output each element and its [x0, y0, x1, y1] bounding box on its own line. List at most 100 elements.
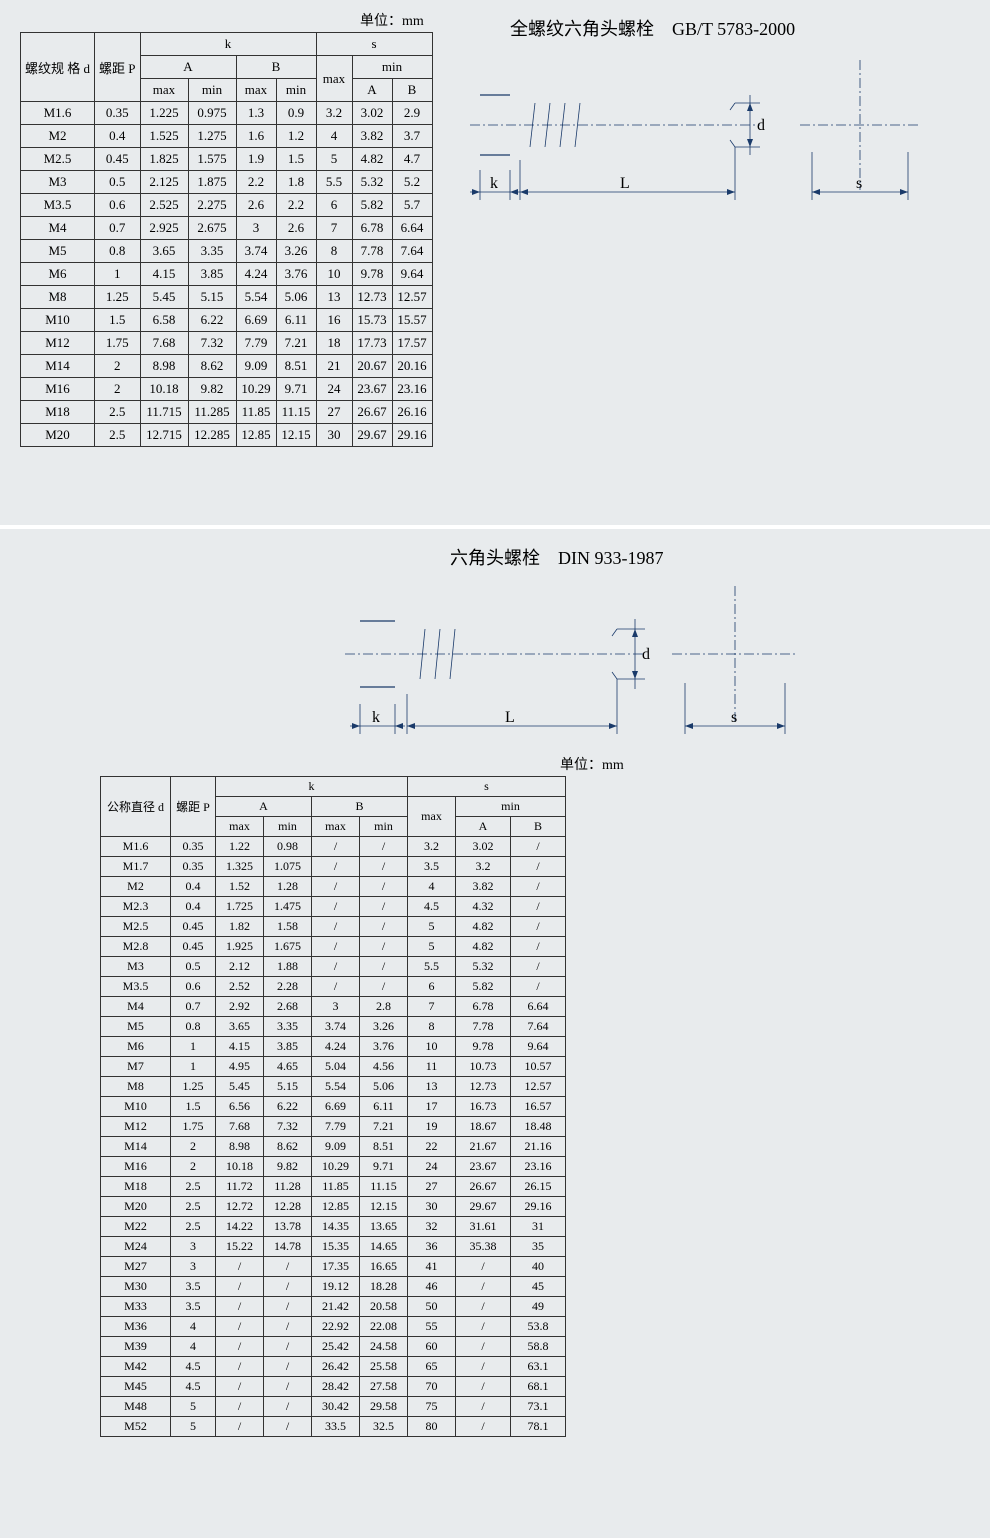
table-cell: 21.16 [511, 1137, 566, 1157]
table-cell: 2.52 [216, 977, 264, 997]
table-cell: 0.45 [95, 148, 140, 171]
table-cell: 2.5 [171, 1197, 216, 1217]
table-row: M2.50.451.821.58//54.82/ [101, 917, 566, 937]
table-cell: / [264, 1277, 312, 1297]
table-cell: 3.85 [264, 1037, 312, 1057]
table-cell: / [456, 1357, 511, 1377]
table-cell: 2 [95, 378, 140, 401]
table-cell: / [216, 1397, 264, 1417]
group-k: k [140, 33, 316, 56]
table-row: M16210.189.8210.299.712423.6723.16 [101, 1157, 566, 1177]
table-cell: 29.67 [352, 424, 392, 447]
table-cell: 3.65 [140, 240, 188, 263]
table-cell: 2.925 [140, 217, 188, 240]
table-cell: 23.67 [352, 378, 392, 401]
table-cell: 2.5 [95, 401, 140, 424]
table-cell: 17 [408, 1097, 456, 1117]
table-cell: 7.21 [360, 1117, 408, 1137]
table-cell: 4.5 [171, 1377, 216, 1397]
svg-text:k: k [490, 175, 498, 192]
table-cell: 1.22 [216, 837, 264, 857]
table-cell: M42 [101, 1357, 171, 1377]
table-cell: 2.675 [188, 217, 236, 240]
table-cell: 7.21 [276, 332, 316, 355]
table-cell: 0.5 [171, 957, 216, 977]
table-cell: / [360, 977, 408, 997]
table-cell: M52 [101, 1417, 171, 1437]
table-cell: 17.57 [392, 332, 432, 355]
table-cell: 6.56 [216, 1097, 264, 1117]
table-cell: 10 [316, 263, 352, 286]
table-cell: / [264, 1357, 312, 1377]
table-cell: 3.76 [360, 1037, 408, 1057]
table-cell: 5.06 [360, 1077, 408, 1097]
table-cell: / [511, 957, 566, 977]
table-cell: 3.85 [188, 263, 236, 286]
table-cell: M8 [21, 286, 95, 309]
table-cell: 6.11 [360, 1097, 408, 1117]
table-cell: 12.85 [312, 1197, 360, 1217]
table-cell: 13.65 [360, 1217, 408, 1237]
table-cell: M36 [101, 1317, 171, 1337]
table-cell: M10 [101, 1097, 171, 1117]
table-cell: 3 [171, 1257, 216, 1277]
table-cell: 3.74 [236, 240, 276, 263]
table-cell: 5.32 [456, 957, 511, 977]
table-cell: 4.95 [216, 1057, 264, 1077]
table-cell: / [456, 1337, 511, 1357]
table-cell: 2.5 [171, 1177, 216, 1197]
table-cell: 12.15 [276, 424, 316, 447]
table-cell: 1.675 [264, 937, 312, 957]
table-cell: 10.18 [216, 1157, 264, 1177]
table-cell: 2.2 [236, 171, 276, 194]
table-cell: / [264, 1257, 312, 1277]
table-cell: M1.7 [101, 857, 171, 877]
table-cell: 0.35 [171, 837, 216, 857]
table-cell: 3.76 [276, 263, 316, 286]
table-row: M714.954.655.044.561110.7310.57 [101, 1057, 566, 1077]
table-cell: 11.15 [360, 1177, 408, 1197]
table-cell: 55 [408, 1317, 456, 1337]
table-row: M364//22.9222.0855/53.8 [101, 1317, 566, 1337]
table-cell: 4.32 [456, 897, 511, 917]
table-cell: / [216, 1377, 264, 1397]
table-cell: 2.2 [276, 194, 316, 217]
table-cell: 7.64 [392, 240, 432, 263]
table-cell: 53.8 [511, 1317, 566, 1337]
table-cell: 5.7 [392, 194, 432, 217]
table-cell: 21.67 [456, 1137, 511, 1157]
table-row: M1.70.351.3251.075//3.53.2/ [101, 857, 566, 877]
table-row: M273//17.3516.6541/40 [101, 1257, 566, 1277]
s-min-2: min [456, 797, 566, 817]
table-cell: 15.73 [352, 309, 392, 332]
table-cell: / [456, 1417, 511, 1437]
table-cell: / [511, 977, 566, 997]
table-cell: 12.715 [140, 424, 188, 447]
table-cell: 5.2 [392, 171, 432, 194]
table-cell: / [312, 857, 360, 877]
table-row: M1428.988.629.098.512221.6721.16 [101, 1137, 566, 1157]
table-cell: 1.3 [236, 102, 276, 125]
table-cell: 6 [408, 977, 456, 997]
table-cell: 2.8 [360, 997, 408, 1017]
b-max: max [236, 79, 276, 102]
table-row: M24315.2214.7815.3514.653635.3835 [101, 1237, 566, 1257]
table-cell: 16.65 [360, 1257, 408, 1277]
table-cell: 75 [408, 1397, 456, 1417]
table-cell: 12.285 [188, 424, 236, 447]
table-cell: 13 [316, 286, 352, 309]
table-cell: 28.42 [312, 1377, 360, 1397]
table-cell: / [360, 957, 408, 977]
table-cell: 13.78 [264, 1217, 312, 1237]
table-cell: 2.5 [95, 424, 140, 447]
table-cell: 0.8 [171, 1017, 216, 1037]
table-row: M20.41.521.28//43.82/ [101, 877, 566, 897]
table-cell: / [216, 1417, 264, 1437]
table-cell: 5 [408, 937, 456, 957]
table-row: M50.83.653.353.743.2687.787.64 [101, 1017, 566, 1037]
table-cell: 4.7 [392, 148, 432, 171]
table-cell: 11.715 [140, 401, 188, 424]
table-cell: M5 [101, 1017, 171, 1037]
table-cell: 3.26 [276, 240, 316, 263]
table-cell: / [264, 1337, 312, 1357]
